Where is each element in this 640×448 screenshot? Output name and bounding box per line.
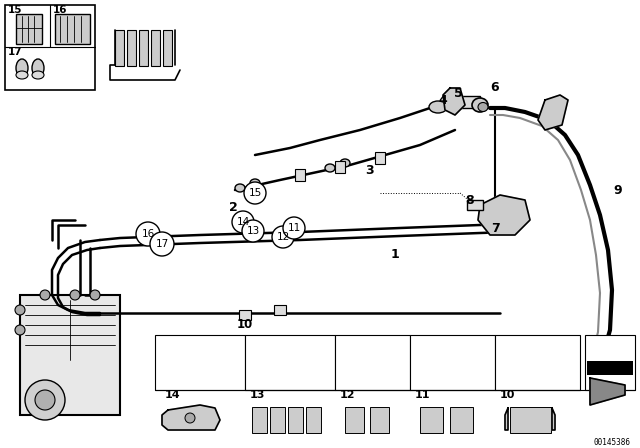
Text: 9: 9 <box>614 184 622 197</box>
FancyBboxPatch shape <box>55 14 90 44</box>
FancyBboxPatch shape <box>587 361 633 375</box>
FancyBboxPatch shape <box>369 406 388 432</box>
Circle shape <box>242 220 264 242</box>
FancyBboxPatch shape <box>450 96 480 108</box>
Text: 4: 4 <box>438 94 447 107</box>
Ellipse shape <box>325 164 335 172</box>
Polygon shape <box>443 88 465 115</box>
Text: 1: 1 <box>390 249 399 262</box>
FancyBboxPatch shape <box>155 335 245 390</box>
Circle shape <box>15 325 25 335</box>
FancyBboxPatch shape <box>495 335 580 390</box>
Text: 3: 3 <box>365 164 374 177</box>
Text: 15: 15 <box>8 5 22 15</box>
Ellipse shape <box>478 103 488 112</box>
Text: 16: 16 <box>53 5 67 15</box>
FancyBboxPatch shape <box>287 406 303 432</box>
Text: 17: 17 <box>8 47 22 57</box>
Text: 16: 16 <box>141 229 155 239</box>
Text: 7: 7 <box>491 221 499 234</box>
FancyBboxPatch shape <box>245 335 335 390</box>
FancyBboxPatch shape <box>16 14 42 44</box>
FancyBboxPatch shape <box>138 30 147 65</box>
Circle shape <box>232 211 254 233</box>
Ellipse shape <box>340 159 350 167</box>
Polygon shape <box>552 408 555 430</box>
Polygon shape <box>478 195 530 235</box>
Polygon shape <box>590 378 625 405</box>
Ellipse shape <box>16 59 28 77</box>
FancyBboxPatch shape <box>163 30 172 65</box>
Polygon shape <box>505 408 508 430</box>
Text: 5: 5 <box>454 86 462 99</box>
Text: 14: 14 <box>165 390 180 400</box>
Circle shape <box>244 182 266 204</box>
Circle shape <box>40 290 50 300</box>
Ellipse shape <box>429 101 447 113</box>
Text: 15: 15 <box>248 188 262 198</box>
Ellipse shape <box>16 71 28 79</box>
Text: 00145386: 00145386 <box>593 438 630 447</box>
FancyBboxPatch shape <box>449 406 472 432</box>
FancyBboxPatch shape <box>410 335 495 390</box>
Text: 13: 13 <box>246 226 260 236</box>
Text: 10: 10 <box>237 319 253 332</box>
Circle shape <box>150 232 174 256</box>
FancyBboxPatch shape <box>375 152 385 164</box>
Text: 13: 13 <box>250 390 266 400</box>
Text: 14: 14 <box>236 217 250 227</box>
Text: 11: 11 <box>287 223 301 233</box>
FancyBboxPatch shape <box>335 161 345 173</box>
FancyBboxPatch shape <box>127 30 136 65</box>
FancyBboxPatch shape <box>115 30 124 65</box>
Circle shape <box>15 305 25 315</box>
FancyBboxPatch shape <box>344 406 364 432</box>
Polygon shape <box>162 405 220 430</box>
FancyBboxPatch shape <box>467 200 483 210</box>
Ellipse shape <box>472 98 488 112</box>
Ellipse shape <box>250 179 260 187</box>
Ellipse shape <box>235 184 245 192</box>
Text: 17: 17 <box>156 239 168 249</box>
Text: 11: 11 <box>415 390 431 400</box>
FancyBboxPatch shape <box>295 169 305 181</box>
FancyBboxPatch shape <box>585 335 635 390</box>
Circle shape <box>185 413 195 423</box>
Ellipse shape <box>32 71 44 79</box>
FancyBboxPatch shape <box>509 406 550 432</box>
FancyBboxPatch shape <box>419 406 442 432</box>
FancyBboxPatch shape <box>305 406 321 432</box>
Circle shape <box>70 290 80 300</box>
Text: 2: 2 <box>228 201 237 214</box>
Circle shape <box>272 226 294 248</box>
Text: 8: 8 <box>466 194 474 207</box>
FancyBboxPatch shape <box>274 305 286 315</box>
FancyBboxPatch shape <box>252 406 266 432</box>
Text: 6: 6 <box>491 81 499 94</box>
Ellipse shape <box>32 59 44 77</box>
Text: 10: 10 <box>500 390 515 400</box>
FancyBboxPatch shape <box>5 5 95 90</box>
FancyBboxPatch shape <box>20 295 120 415</box>
FancyBboxPatch shape <box>239 310 251 320</box>
Circle shape <box>35 390 55 410</box>
Circle shape <box>136 222 160 246</box>
FancyBboxPatch shape <box>269 406 285 432</box>
Text: 12: 12 <box>276 232 290 242</box>
Text: 12: 12 <box>340 390 355 400</box>
Polygon shape <box>538 95 568 130</box>
FancyBboxPatch shape <box>150 30 159 65</box>
FancyBboxPatch shape <box>335 335 410 390</box>
Circle shape <box>283 217 305 239</box>
Circle shape <box>90 290 100 300</box>
Circle shape <box>25 380 65 420</box>
